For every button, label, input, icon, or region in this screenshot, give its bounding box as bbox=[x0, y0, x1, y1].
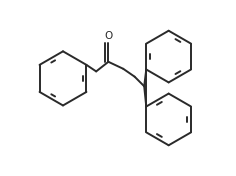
Text: O: O bbox=[104, 31, 113, 41]
